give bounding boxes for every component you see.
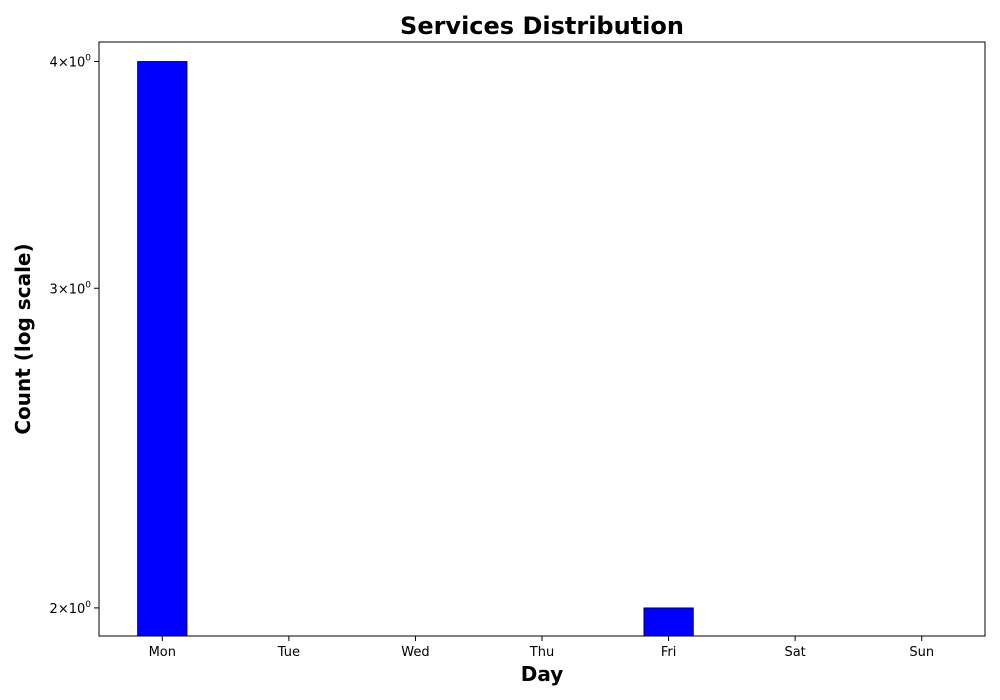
x-tick-label-sun: Sun	[909, 645, 934, 660]
chart-title: Services Distribution	[400, 12, 684, 40]
x-tick-label-mon: Mon	[149, 645, 176, 660]
bar-fri	[643, 607, 694, 637]
y-axis-label: Count (log scale)	[11, 243, 35, 434]
x-tick-label-wed: Wed	[401, 645, 429, 660]
x-tick-label-fri: Fri	[661, 645, 677, 660]
x-tick-label-thu: Thu	[529, 645, 554, 660]
plot-frame	[98, 41, 986, 637]
y-tick-label-2: 2×100	[50, 600, 92, 617]
bar-mon	[137, 61, 188, 637]
x-axis-label: Day	[521, 662, 564, 686]
y-tick-label-3: 3×100	[50, 280, 92, 297]
x-tick-label-sat: Sat	[784, 645, 805, 660]
y-tick-label-4: 4×100	[50, 53, 92, 70]
x-tick-label-tue: Tue	[277, 645, 300, 660]
